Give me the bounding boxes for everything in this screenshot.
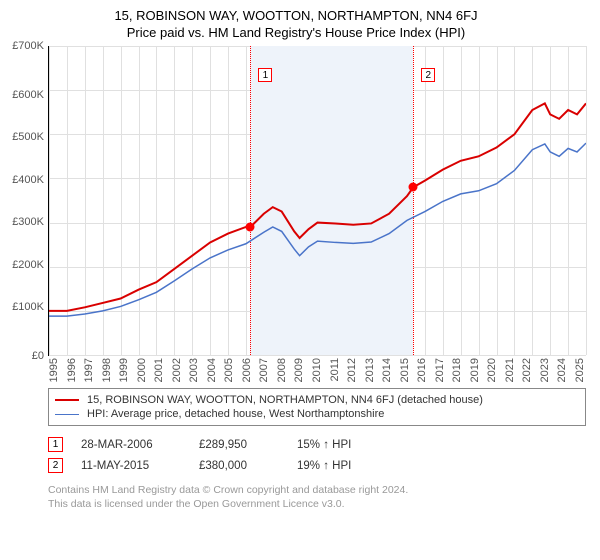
y-tick-label: £600K xyxy=(6,89,44,101)
legend-row-hpi: HPI: Average price, detached house, West… xyxy=(55,407,579,421)
legend-label-hpi: HPI: Average price, detached house, West… xyxy=(87,408,384,420)
legend-swatch-hpi xyxy=(55,414,79,416)
x-axis: 1995 1996 1997 1998 1999 2000 2001 2002 2003 2004… xyxy=(48,358,586,382)
x-tick-label: 2023 xyxy=(539,358,551,382)
x-tick-label: 1995 xyxy=(48,358,60,382)
titles-block: 15, ROBINSON WAY, WOOTTON, NORTHAMPTON, … xyxy=(6,8,586,46)
x-tick-label: 2018 xyxy=(451,358,463,382)
x-tick-label: 2000 xyxy=(136,358,148,382)
x-tick-label: 2019 xyxy=(469,358,481,382)
transaction-pct-vs-hpi: 19% ↑ HPI xyxy=(297,460,387,472)
y-axis: £700K£600K£500K£400K£300K£200K£100K£0 xyxy=(6,46,48,356)
series-line-hpi xyxy=(49,143,586,316)
y-tick-label: £500K xyxy=(6,131,44,143)
gridline-horizontal xyxy=(49,355,586,356)
x-tick-label: 1997 xyxy=(83,358,95,382)
x-tick-label: 2015 xyxy=(399,358,411,382)
marker-dot xyxy=(409,183,418,192)
transaction-row: 1 28-MAR-2006 £289,950 15% ↑ HPI xyxy=(48,434,586,455)
y-tick-label: £100K xyxy=(6,301,44,313)
y-tick-label: £300K xyxy=(6,216,44,228)
y-tick-label: £200K xyxy=(6,259,44,271)
y-tick-label: £700K xyxy=(6,40,44,52)
x-tick-label: 2011 xyxy=(329,358,341,382)
x-tick-label: 2007 xyxy=(258,358,270,382)
x-tick-label: 1996 xyxy=(66,358,78,382)
footer-line-2: This data is licensed under the Open Gov… xyxy=(48,498,586,511)
transaction-price: £380,000 xyxy=(199,460,279,472)
legend-row-price-paid: 15, ROBINSON WAY, WOOTTON, NORTHAMPTON, … xyxy=(55,393,579,407)
x-tick-label: 2003 xyxy=(188,358,200,382)
x-tick-label: 2002 xyxy=(171,358,183,382)
chart-title: 15, ROBINSON WAY, WOOTTON, NORTHAMPTON, … xyxy=(6,8,586,23)
transaction-price: £289,950 xyxy=(199,439,279,451)
transaction-index-badge: 2 xyxy=(48,458,63,473)
chart-subtitle: Price paid vs. HM Land Registry's House … xyxy=(6,25,586,40)
transactions-table: 1 28-MAR-2006 £289,950 15% ↑ HPI 2 11-MAY-201… xyxy=(48,434,586,476)
x-tick-label: 2013 xyxy=(364,358,376,382)
plot-region: 12 xyxy=(48,46,586,356)
chart-area: £700K£600K£500K£400K£300K£200K£100K£0 12 xyxy=(6,46,586,356)
x-tick-label: 2004 xyxy=(206,358,218,382)
transaction-pct-vs-hpi: 15% ↑ HPI xyxy=(297,439,387,451)
transaction-date: 28-MAR-2006 xyxy=(81,439,181,451)
x-tick-label: 1998 xyxy=(101,358,113,382)
x-tick-label: 2001 xyxy=(153,358,165,382)
chart-container: 15, ROBINSON WAY, WOOTTON, NORTHAMPTON, … xyxy=(0,0,600,560)
gridline-vertical xyxy=(586,46,587,355)
transaction-date: 11-MAY-2015 xyxy=(81,460,181,472)
y-tick-label: £400K xyxy=(6,174,44,186)
x-tick-label: 2017 xyxy=(434,358,446,382)
x-tick-label: 2024 xyxy=(556,358,568,382)
legend-box: 15, ROBINSON WAY, WOOTTON, NORTHAMPTON, … xyxy=(48,388,586,426)
x-tick-label: 2022 xyxy=(521,358,533,382)
x-tick-label: 2005 xyxy=(223,358,235,382)
x-tick-label: 2008 xyxy=(276,358,288,382)
footer-line-1: Contains HM Land Registry data © Crown c… xyxy=(48,484,586,497)
x-tick-label: 2021 xyxy=(504,358,516,382)
x-tick-label: 2025 xyxy=(574,358,586,382)
marker-dot xyxy=(246,223,255,232)
y-tick-label: £0 xyxy=(6,350,44,362)
footer: Contains HM Land Registry data © Crown c… xyxy=(48,484,586,510)
legend-label-price-paid: 15, ROBINSON WAY, WOOTTON, NORTHAMPTON, … xyxy=(87,394,483,406)
series-svg xyxy=(49,46,586,355)
x-tick-label: 2010 xyxy=(311,358,323,382)
x-tick-label: 2020 xyxy=(486,358,498,382)
transaction-index-badge: 1 xyxy=(48,437,63,452)
legend-swatch-price-paid xyxy=(55,399,79,401)
x-tick-label: 2009 xyxy=(293,358,305,382)
x-tick-label: 1999 xyxy=(118,358,130,382)
x-tick-label: 2012 xyxy=(346,358,358,382)
series-line-price_paid xyxy=(49,103,586,310)
x-tick-label: 2006 xyxy=(241,358,253,382)
x-tick-label: 2014 xyxy=(381,358,393,382)
x-tick-label: 2016 xyxy=(416,358,428,382)
transaction-row: 2 11-MAY-2015 £380,000 19% ↑ HPI xyxy=(48,455,586,476)
